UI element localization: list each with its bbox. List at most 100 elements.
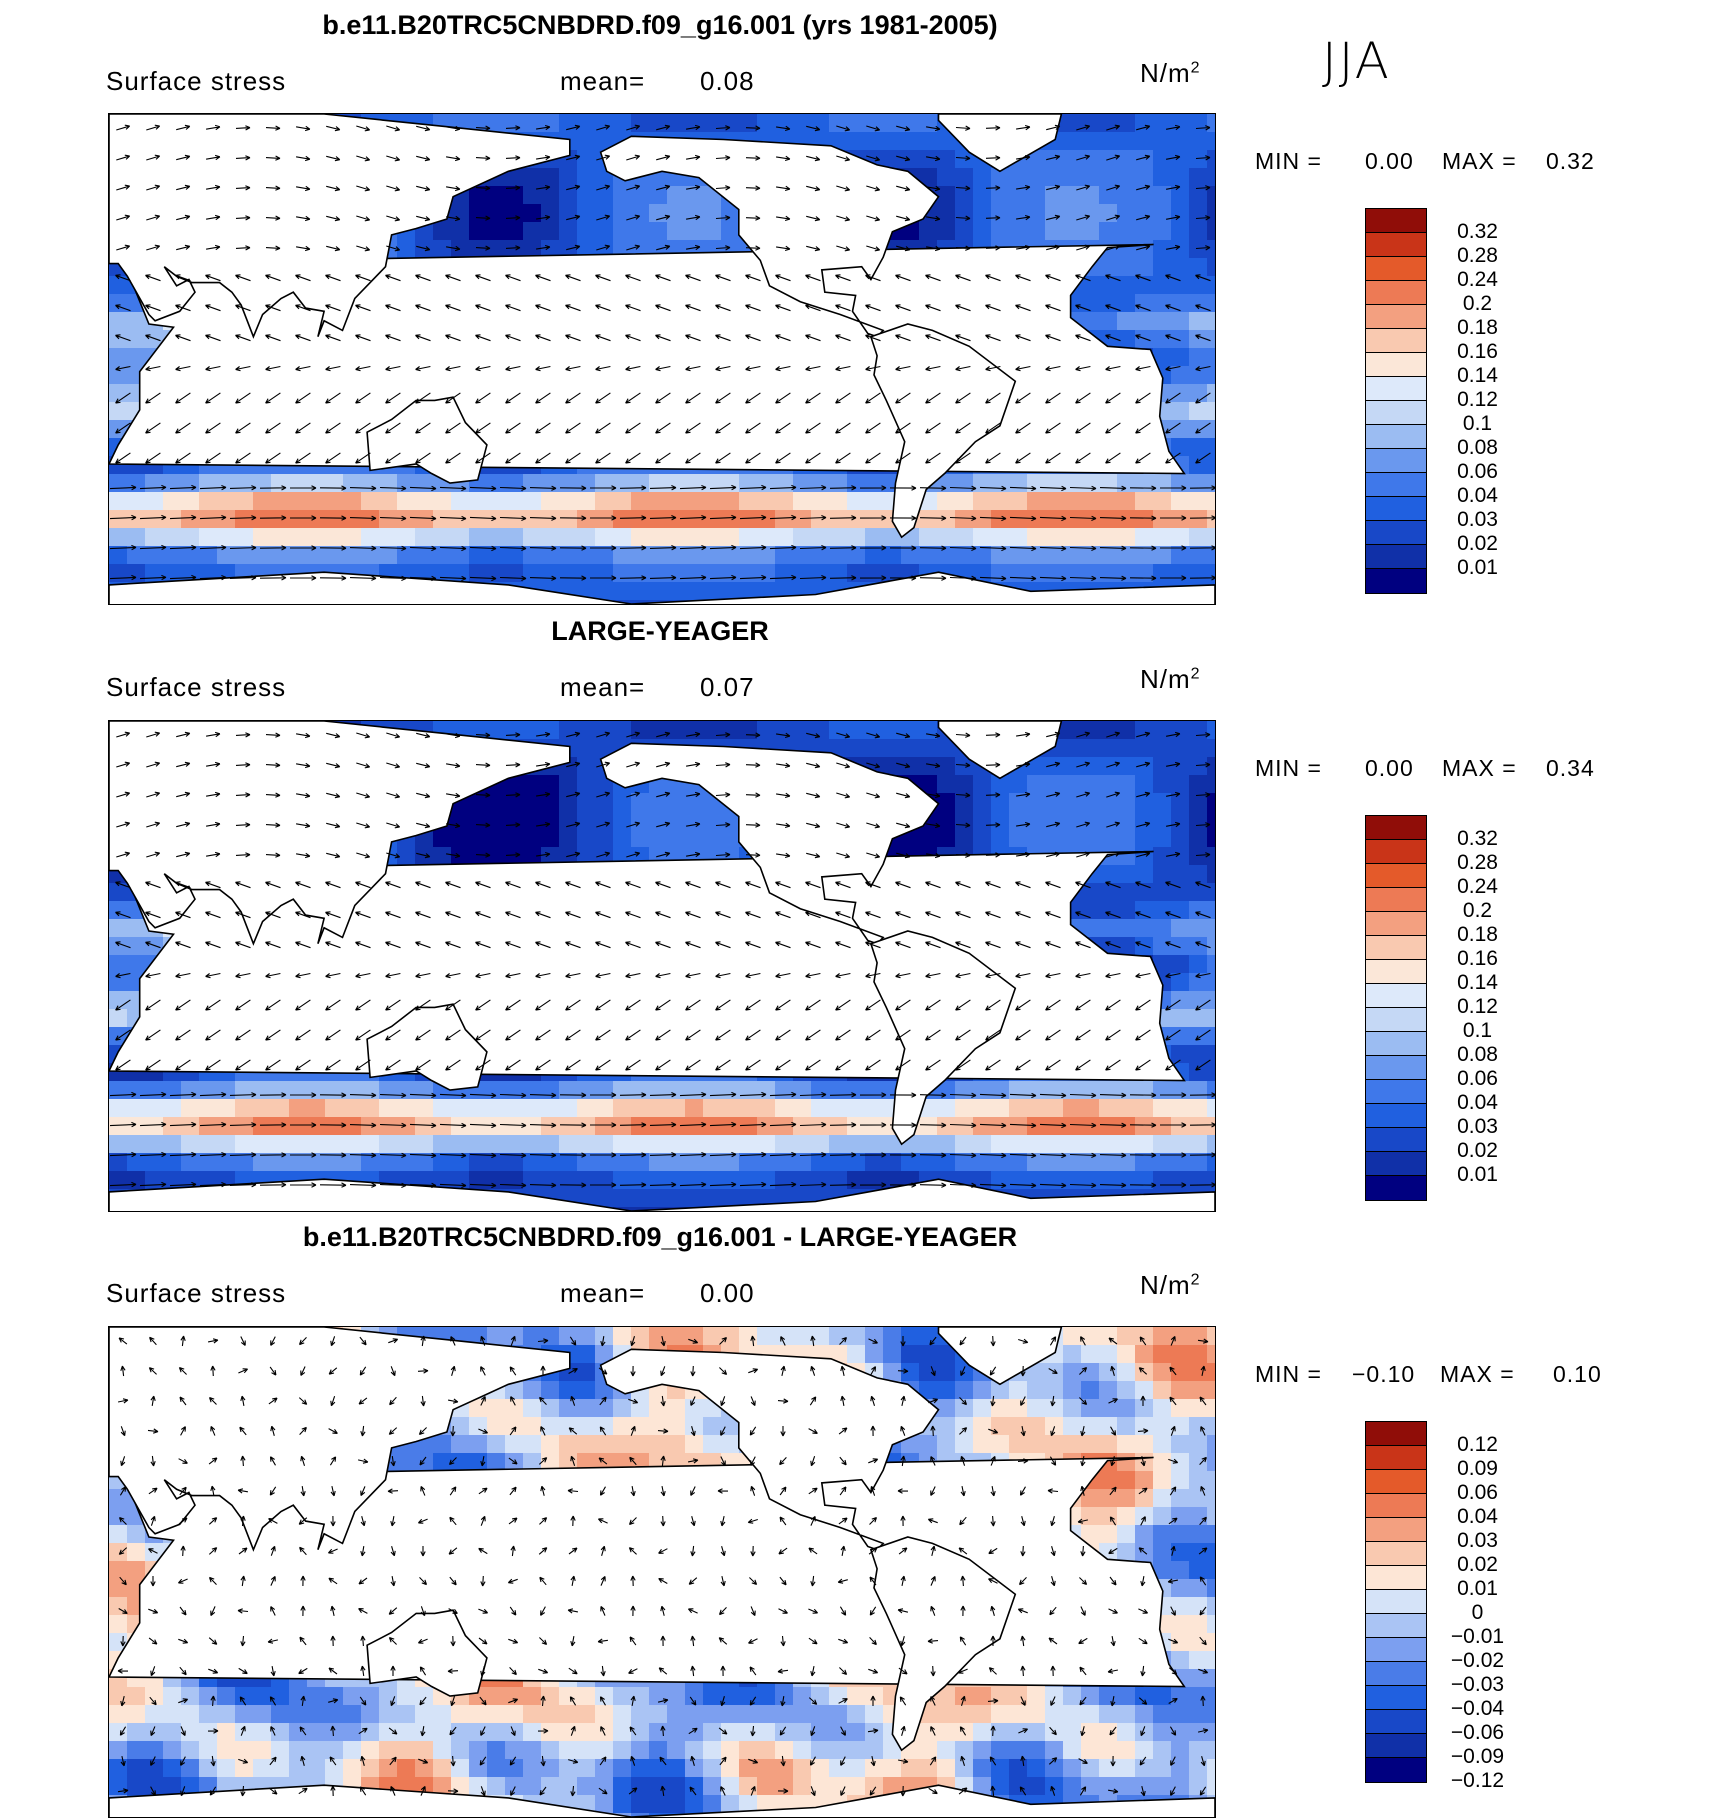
colorbar-cell: [1366, 377, 1426, 401]
field-cell: [1135, 492, 1154, 511]
colorbar-tick-label: 0.01: [1457, 1163, 1498, 1186]
field-cell: [109, 1135, 128, 1154]
field-cell: [577, 114, 596, 133]
field-cell: [217, 528, 236, 547]
field-cell: [1009, 474, 1028, 493]
field-cell: [1045, 829, 1064, 848]
field-cell: [415, 847, 434, 866]
field-cell: [1009, 1117, 1028, 1136]
stress-arrow: [265, 215, 281, 221]
stress-arrow: [349, 575, 377, 581]
stress-arrow: [566, 731, 581, 738]
stress-arrow: [1099, 575, 1127, 581]
field-cell: [433, 1117, 452, 1136]
field-cell: [1117, 114, 1136, 133]
stress-arrow: [326, 125, 341, 132]
stress-arrow: [145, 1059, 161, 1071]
stress-arrow: [1016, 214, 1031, 221]
field-cell: [1207, 312, 1215, 331]
field-cell: [1189, 258, 1208, 277]
field-cell: [1189, 222, 1208, 241]
stress-arrow: [529, 1092, 557, 1098]
field-cell: [469, 1153, 488, 1172]
stress-arrow: [535, 1029, 551, 1041]
field-cell: [163, 1723, 182, 1742]
stress-arrow: [955, 125, 971, 131]
field-cell: [1189, 1063, 1208, 1082]
field-cell: [1045, 546, 1064, 565]
stress-arrow: [799, 484, 827, 491]
stress-arrow: [1195, 822, 1211, 828]
stress-arrow: [529, 575, 557, 581]
field-cell: [1207, 1081, 1215, 1100]
field-cell: [163, 1705, 182, 1724]
stress-arrow: [265, 1029, 281, 1041]
field-cell: [1117, 474, 1136, 493]
stress-arrow: [536, 124, 551, 131]
stress-arrow: [835, 881, 851, 889]
stress-arrow: [979, 1122, 1007, 1129]
stress-arrow: [590, 575, 617, 581]
stress-arrow: [745, 911, 761, 919]
stress-arrow: [566, 791, 581, 798]
stress-arrow: [1195, 392, 1211, 404]
field-cell: [685, 1189, 704, 1208]
colorbar-tick-label: 0.2: [1462, 899, 1493, 922]
field-cell: [163, 1153, 182, 1172]
stress-arrow: [1129, 485, 1157, 491]
stress-arrow: [805, 911, 821, 919]
stress-arrow: [655, 422, 671, 434]
stress-arrow: [1135, 881, 1151, 889]
stress-arrow: [145, 452, 161, 464]
stress-arrow: [1046, 154, 1061, 161]
stress-arrow: [895, 911, 911, 919]
field-cell: [1153, 204, 1172, 223]
field-cell: [109, 564, 128, 583]
map-plot: [108, 113, 1216, 605]
field-cell: [1153, 847, 1172, 866]
field-cell: [1207, 438, 1215, 457]
stress-arrow: [889, 1182, 917, 1188]
stress-arrow: [446, 245, 461, 252]
stress-arrow: [625, 972, 641, 979]
field-cell: [523, 847, 542, 866]
field-cell: [1171, 1027, 1190, 1046]
field-cell: [613, 1153, 632, 1172]
field-cell: [1099, 1171, 1118, 1190]
stress-arrow: [386, 185, 401, 192]
field-cell: [1099, 865, 1118, 884]
stress-arrow: [115, 911, 131, 919]
field-cell: [217, 1135, 236, 1154]
field-cell: [487, 811, 506, 830]
stress-arrow: [1015, 972, 1031, 979]
field-cell: [991, 204, 1010, 223]
stress-arrow: [739, 1151, 767, 1158]
field-cell: [991, 510, 1010, 529]
stress-arrow: [985, 999, 1001, 1011]
field-cell: [181, 1777, 200, 1796]
field-cell: [721, 721, 740, 740]
field-cell: [739, 564, 758, 583]
stress-arrow: [475, 125, 491, 131]
stress-arrow: [199, 484, 227, 491]
field-cell: [631, 721, 650, 740]
field-cell: [1081, 739, 1100, 758]
stress-arrow: [356, 852, 371, 859]
field-cell: [667, 829, 686, 848]
stress-arrow: [259, 515, 287, 521]
field-cell: [1153, 348, 1172, 367]
stress-arrow: [866, 792, 881, 799]
field-cell: [1207, 492, 1215, 511]
stress-arrow: [206, 154, 221, 161]
field-cell: [721, 1153, 740, 1172]
field-cell: [1189, 883, 1208, 902]
stress-arrow: [169, 484, 197, 491]
field-cell: [487, 222, 506, 241]
stress-arrow: [1076, 731, 1091, 738]
field-cell: [1189, 546, 1208, 565]
field-cell: [1063, 564, 1082, 583]
stress-arrow: [1189, 1152, 1215, 1158]
field-cell: [1009, 1081, 1028, 1100]
stress-arrow: [889, 1092, 917, 1098]
stress-arrow: [1039, 545, 1067, 552]
